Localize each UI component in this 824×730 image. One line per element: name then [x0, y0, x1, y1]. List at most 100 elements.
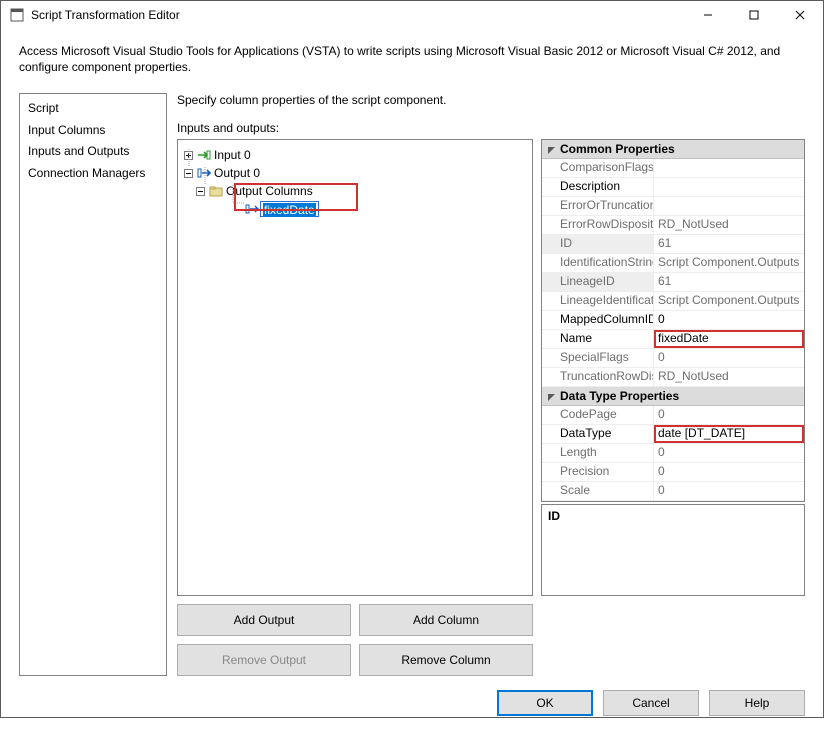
property-description-panel: ID — [541, 504, 805, 596]
property-row[interactable]: ComparisonFlags — [542, 159, 804, 178]
property-row[interactable]: TruncationRowDispRD_NotUsed — [542, 368, 804, 387]
property-value[interactable]: Script Component.Outputs — [654, 292, 804, 310]
property-name: ErrorRowDisposition — [542, 216, 654, 234]
property-row[interactable]: LineageIdentificatioScript Component.Out… — [542, 292, 804, 311]
property-name: DataType — [542, 425, 654, 443]
nav-item-connection-managers[interactable]: Connection Managers — [26, 163, 160, 184]
property-value[interactable] — [654, 178, 804, 196]
property-grid[interactable]: Common Properties ComparisonFlagsDescrip… — [541, 139, 805, 502]
tree-node-output-columns[interactable]: Output Columns — [182, 182, 528, 200]
tree[interactable]: Input 0 Output 0 — [182, 146, 528, 218]
add-output-button[interactable]: Add Output — [177, 604, 351, 636]
tree-node-output0[interactable]: Output 0 — [182, 164, 528, 182]
close-button[interactable] — [777, 1, 823, 29]
chevron-down-icon — [542, 145, 560, 154]
dialog-description: Access Microsoft Visual Studio Tools for… — [19, 43, 805, 75]
property-name: CodePage — [542, 406, 654, 424]
expand-icon[interactable] — [182, 149, 194, 161]
tree-label: Output 0 — [214, 166, 260, 180]
tree-label: Input 0 — [214, 148, 251, 162]
tree-edit-input[interactable]: fixedDate — [260, 201, 319, 217]
category-label: Common Properties — [560, 142, 675, 156]
property-row[interactable]: Description — [542, 178, 804, 197]
property-row[interactable]: DataTypedate [DT_DATE] — [542, 425, 804, 444]
property-value[interactable]: Script Component.Outputs — [654, 254, 804, 272]
subheader: Specify column properties of the script … — [177, 93, 805, 107]
property-name: Precision — [542, 463, 654, 481]
property-row[interactable]: MappedColumnID0 — [542, 311, 804, 330]
io-buttons-row1: Add Output Add Column — [177, 604, 533, 636]
folder-icon — [208, 184, 224, 198]
property-row[interactable]: LineageID61 — [542, 273, 804, 292]
property-value[interactable]: 0 — [654, 349, 804, 367]
remove-column-button[interactable]: Remove Column — [359, 644, 533, 676]
property-name: Length — [542, 444, 654, 462]
tree-node-fixeddate[interactable]: fixedDate — [182, 200, 528, 218]
cancel-button[interactable]: Cancel — [603, 690, 699, 716]
remove-output-button[interactable]: Remove Output — [177, 644, 351, 676]
property-name: ID — [542, 235, 654, 253]
property-value[interactable]: RD_NotUsed — [654, 216, 804, 234]
property-value[interactable]: 0 — [654, 406, 804, 424]
nav-item-input-columns[interactable]: Input Columns — [26, 120, 160, 141]
property-value[interactable]: 0 — [654, 311, 804, 329]
property-value[interactable] — [654, 197, 804, 215]
property-name: MappedColumnID — [542, 311, 654, 329]
category-label: Data Type Properties — [560, 389, 679, 403]
property-name: LineageIdentificatio — [542, 292, 654, 310]
help-button[interactable]: Help — [709, 690, 805, 716]
property-name: SpecialFlags — [542, 349, 654, 367]
right-column: Specify column properties of the script … — [177, 93, 805, 676]
property-desc-title: ID — [548, 509, 798, 523]
io-buttons-row2: Remove Output Remove Column — [177, 644, 533, 676]
property-row[interactable]: IdentificationStringScript Component.Out… — [542, 254, 804, 273]
tree-label: Output Columns — [226, 184, 313, 198]
property-row[interactable]: ErrorOrTruncationO — [542, 197, 804, 216]
property-row[interactable]: ErrorRowDispositionRD_NotUsed — [542, 216, 804, 235]
property-value[interactable] — [654, 159, 804, 177]
property-value[interactable]: fixedDate — [654, 330, 804, 348]
nav-item-inputs-outputs[interactable]: Inputs and Outputs — [26, 141, 160, 162]
content-area: Script Input Columns Inputs and Outputs … — [19, 93, 805, 676]
category-common[interactable]: Common Properties — [542, 140, 804, 159]
collapse-icon[interactable] — [182, 167, 194, 179]
property-row[interactable]: Precision0 — [542, 463, 804, 482]
property-row[interactable]: Length0 — [542, 444, 804, 463]
panels: Input 0 Output 0 — [177, 139, 805, 596]
io-label: Inputs and outputs: — [177, 121, 805, 135]
property-value[interactable]: 0 — [654, 444, 804, 462]
column-icon — [244, 202, 260, 216]
property-row[interactable]: SpecialFlags0 — [542, 349, 804, 368]
dialog-window: Script Transformation Editor Access Micr… — [0, 0, 824, 718]
property-name: Description — [542, 178, 654, 196]
property-row[interactable]: ID61 — [542, 235, 804, 254]
property-name: LineageID — [542, 273, 654, 291]
collapse-icon[interactable] — [194, 185, 206, 197]
property-value[interactable]: 0 — [654, 463, 804, 481]
property-row[interactable]: CodePage0 — [542, 406, 804, 425]
property-name: ErrorOrTruncationO — [542, 197, 654, 215]
app-icon — [9, 7, 25, 23]
property-row[interactable]: Scale0 — [542, 482, 804, 501]
property-row[interactable]: NamefixedDate — [542, 330, 804, 349]
add-column-button[interactable]: Add Column — [359, 604, 533, 636]
category-datatype[interactable]: Data Type Properties — [542, 387, 804, 406]
property-value[interactable]: 61 — [654, 235, 804, 253]
titlebar: Script Transformation Editor — [1, 1, 823, 29]
property-value[interactable]: 61 — [654, 273, 804, 291]
property-name: Scale — [542, 482, 654, 500]
property-value[interactable]: 0 — [654, 482, 804, 500]
property-value[interactable]: date [DT_DATE] — [654, 425, 804, 443]
property-name: ComparisonFlags — [542, 159, 654, 177]
tree-edit-value: fixedDate — [263, 203, 316, 217]
property-name: TruncationRowDisp — [542, 368, 654, 386]
window-controls — [685, 1, 823, 29]
maximize-button[interactable] — [731, 1, 777, 29]
dialog-buttons: OK Cancel Help — [19, 676, 805, 716]
property-value[interactable]: RD_NotUsed — [654, 368, 804, 386]
ok-button[interactable]: OK — [497, 690, 593, 716]
tree-panel: Input 0 Output 0 — [177, 139, 533, 596]
tree-node-input0[interactable]: Input 0 — [182, 146, 528, 164]
minimize-button[interactable] — [685, 1, 731, 29]
nav-item-script[interactable]: Script — [26, 98, 160, 119]
